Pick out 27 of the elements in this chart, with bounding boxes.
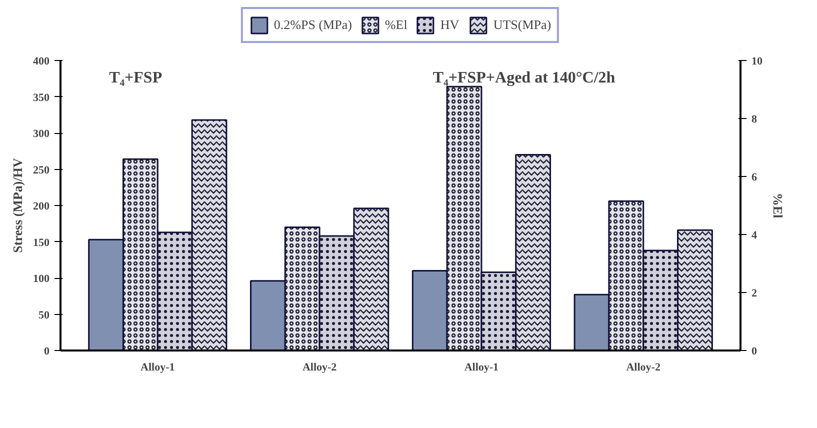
legend-label: HV (440, 17, 460, 33)
x-tick-label: Alloy-1 (464, 362, 499, 374)
y-tick-label: 250 (33, 164, 50, 176)
y-tick-label: 200 (33, 200, 50, 212)
y-tick-label: 400 (33, 56, 50, 68)
y-tick-label: 100 (33, 273, 50, 285)
y-tick-label: 350 (33, 92, 50, 104)
x-tick-label: Alloy-1 (140, 362, 175, 374)
y2-axis-title: %El (770, 192, 786, 219)
y2-tick-label: 8 (752, 114, 758, 126)
y-tick-label: 300 (33, 128, 50, 140)
legend-label: UTS(MPa) (493, 17, 552, 33)
legend-label: %El (384, 17, 408, 33)
y-tick-label: 0 (44, 346, 50, 358)
legend-label: 0.2%PS (MPa) (274, 17, 352, 33)
y-axis-title: Stress (MPa)/HV (10, 158, 25, 253)
annotation: T₄+FSP (109, 70, 162, 86)
y2-tick-label: 10 (752, 56, 763, 68)
y2-tick-label: 6 (752, 172, 758, 184)
x-tick-label: Alloy-2 (302, 362, 338, 374)
annotation: T₄+FSP+Aged at 140°C/2h (432, 70, 616, 86)
y2-tick-label: 2 (752, 288, 758, 300)
y-tick-label: 150 (33, 236, 50, 249)
y-tick-label: 50 (38, 309, 50, 322)
y2-tick-label: 4 (752, 230, 758, 242)
x-tick-label: Alloy-2 (626, 362, 661, 374)
y2-tick-label: 0 (752, 346, 758, 358)
